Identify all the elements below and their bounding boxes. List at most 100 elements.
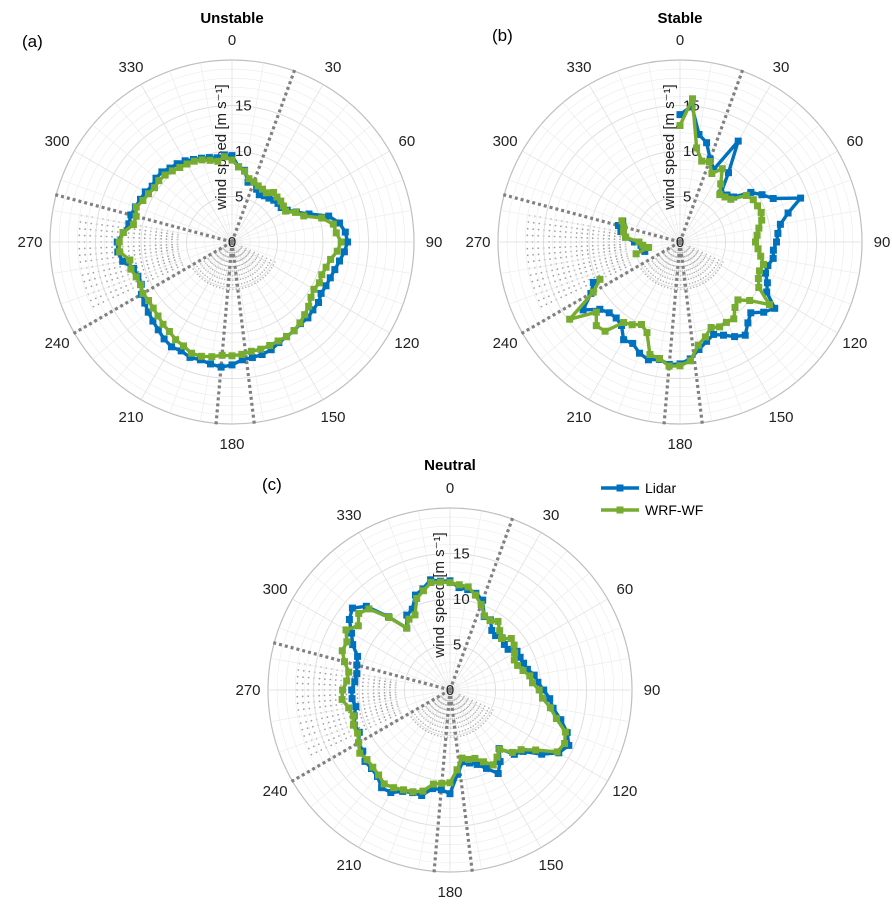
wake-dot bbox=[453, 736, 455, 738]
wake-dot bbox=[362, 681, 364, 684]
wake-dot bbox=[173, 256, 175, 259]
wake-dot bbox=[559, 230, 562, 233]
wake-dot bbox=[310, 719, 313, 722]
data-point bbox=[755, 224, 763, 232]
spoke bbox=[169, 241, 233, 414]
wake-dot bbox=[646, 275, 649, 278]
wake-dot bbox=[564, 246, 567, 248]
wake-dot bbox=[549, 224, 551, 226]
wake-dot bbox=[171, 268, 174, 271]
wake-dot bbox=[654, 264, 657, 266]
wake-dot bbox=[479, 703, 482, 705]
data-point bbox=[437, 786, 445, 794]
wake-dot bbox=[664, 276, 666, 279]
wake-dot bbox=[238, 274, 241, 276]
wake-dot bbox=[553, 235, 556, 238]
wake-dot bbox=[383, 683, 386, 686]
wake-dot bbox=[467, 717, 470, 719]
spoke bbox=[231, 241, 350, 382]
data-point bbox=[145, 297, 152, 304]
data-point bbox=[596, 275, 604, 283]
wake-dot bbox=[104, 275, 107, 277]
data-point bbox=[139, 289, 147, 297]
data-point bbox=[262, 189, 270, 197]
data-point bbox=[645, 244, 653, 251]
wake-dot bbox=[248, 252, 250, 254]
wake-dot bbox=[455, 717, 458, 720]
series-wrf-wf bbox=[338, 578, 569, 796]
wake-dot bbox=[171, 248, 174, 251]
data-point bbox=[741, 331, 749, 339]
wake-dot bbox=[167, 258, 170, 260]
wake-dot bbox=[613, 268, 616, 271]
wake-dot bbox=[329, 726, 332, 729]
wake-dot bbox=[239, 259, 242, 261]
wake-dot bbox=[110, 291, 112, 293]
wake-dot bbox=[251, 268, 254, 270]
data-point bbox=[453, 766, 461, 774]
wake-dot bbox=[538, 259, 541, 262]
data-point bbox=[727, 195, 735, 203]
spoke bbox=[508, 179, 681, 243]
wake-dot bbox=[267, 264, 269, 267]
data-point bbox=[589, 288, 597, 296]
wake-dot bbox=[146, 263, 149, 266]
data-point bbox=[466, 759, 473, 767]
wake-dot bbox=[465, 723, 468, 726]
wake-dot bbox=[483, 705, 486, 707]
wake-dot bbox=[323, 683, 326, 686]
data-point bbox=[516, 653, 524, 661]
wake-dot bbox=[559, 246, 561, 249]
data-point bbox=[480, 758, 487, 766]
data-point bbox=[769, 195, 777, 202]
data-point bbox=[329, 220, 337, 228]
spoke bbox=[449, 598, 608, 691]
spoke bbox=[449, 689, 542, 848]
wake-dot bbox=[575, 245, 578, 248]
data-point bbox=[718, 165, 726, 173]
wake-dot bbox=[144, 233, 146, 236]
spoke bbox=[231, 62, 264, 243]
wake-dot bbox=[466, 733, 468, 735]
wake-dot bbox=[242, 277, 244, 280]
wake-dot bbox=[692, 261, 695, 264]
wake-dot bbox=[313, 731, 316, 734]
data-point bbox=[496, 758, 504, 766]
wake-dot bbox=[333, 720, 335, 722]
data-point bbox=[508, 748, 516, 756]
wake-dot bbox=[166, 249, 168, 252]
wake-dot bbox=[205, 269, 207, 271]
wake-dot bbox=[151, 278, 154, 280]
data-point bbox=[127, 211, 135, 219]
spoke bbox=[679, 84, 772, 243]
wake-dot bbox=[255, 257, 258, 259]
wake-dot bbox=[259, 259, 262, 262]
wake-dot bbox=[250, 255, 253, 258]
theta-tick-label: 60 bbox=[399, 133, 416, 150]
spoke bbox=[540, 124, 681, 243]
wake-dot bbox=[365, 728, 367, 731]
wake-dot bbox=[94, 297, 97, 300]
wake-dot bbox=[718, 267, 721, 269]
wake-dot bbox=[567, 265, 569, 268]
spoke bbox=[231, 241, 372, 360]
wake-dot bbox=[229, 274, 231, 277]
wake-dot bbox=[211, 268, 214, 271]
wake-dot bbox=[417, 718, 420, 720]
data-point bbox=[348, 695, 356, 703]
data-point bbox=[639, 241, 647, 249]
wake-dot bbox=[78, 227, 81, 230]
wake-dot bbox=[709, 255, 712, 257]
data-point bbox=[507, 635, 515, 642]
wake-dot bbox=[160, 231, 163, 234]
wake-dot bbox=[385, 703, 387, 706]
wake-dot bbox=[227, 270, 230, 272]
wake-dot bbox=[701, 251, 704, 254]
wake-dot bbox=[438, 711, 440, 713]
wake-dot bbox=[218, 267, 220, 269]
r-axis-label: wind speed [m s⁻¹] bbox=[661, 84, 678, 210]
data-point bbox=[771, 304, 779, 312]
theta-tick-label: 330 bbox=[566, 59, 591, 76]
wake-dot bbox=[361, 685, 364, 688]
wake-dot bbox=[263, 262, 265, 264]
